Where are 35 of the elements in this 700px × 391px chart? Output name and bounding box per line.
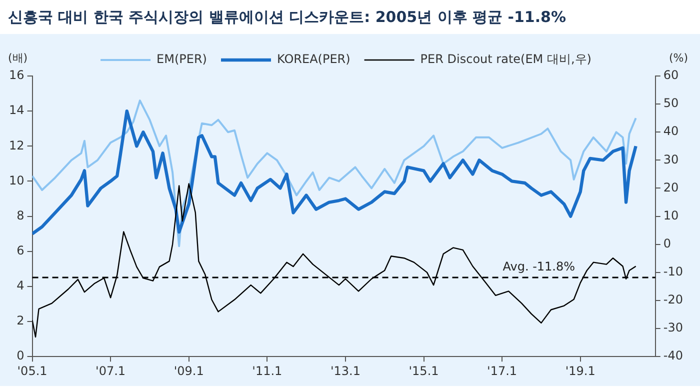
- ref-line-label: Avg. -11.8%: [502, 260, 576, 274]
- x-tick-label: '11.1: [252, 364, 282, 378]
- y-tick-label: 0: [16, 348, 24, 363]
- y-tick-label: 12: [8, 138, 24, 152]
- y-axis-title: (배): [8, 51, 28, 64]
- y2-tick-label: -20: [663, 292, 684, 307]
- legend-label: PER Discout rate(EM 대비,우): [420, 52, 592, 66]
- y2-tick-label: 0: [663, 236, 672, 250]
- y-tick-label: 4: [16, 278, 24, 293]
- y2-tick-label: 60: [663, 68, 679, 82]
- y-tick-label: 14: [8, 103, 24, 118]
- x-tick-label: '09.1: [174, 364, 204, 378]
- y2-tick-label: 10: [663, 208, 679, 222]
- y2-tick-label: -10: [663, 264, 684, 279]
- y-tick-label: 10: [8, 173, 24, 188]
- x-tick-label: '17.1: [487, 364, 518, 378]
- x-tick-label: '19.1: [565, 364, 596, 378]
- x-tick-label: '15.1: [408, 364, 439, 378]
- legend-label: EM(PER): [156, 52, 208, 66]
- y-tick-label: 16: [8, 68, 24, 82]
- x-tick-label: '13.1: [330, 364, 360, 378]
- y2-tick-label: 30: [663, 152, 679, 166]
- y2-axis-title: (%): [668, 51, 688, 64]
- y-tick-label: 6: [16, 244, 24, 258]
- y2-tick-label: 50: [663, 96, 679, 110]
- y-tick-label: 8: [16, 208, 24, 222]
- y2-tick-label: 20: [663, 180, 679, 194]
- legend-label: KOREA(PER): [276, 52, 350, 66]
- chart-title: 신흥국 대비 한국 주식시장의 밸류에이션 디스카운트: 2005년 이후 평균 -11.8%: [7, 7, 568, 28]
- y-tick-label: 2: [16, 314, 24, 328]
- y2-tick-label: -30: [663, 320, 684, 335]
- y2-tick-label: -40: [663, 348, 684, 363]
- y2-tick-label: 40: [663, 124, 679, 138]
- x-tick-label: '07.1: [96, 364, 126, 378]
- x-tick-label: '05.1: [17, 364, 48, 378]
